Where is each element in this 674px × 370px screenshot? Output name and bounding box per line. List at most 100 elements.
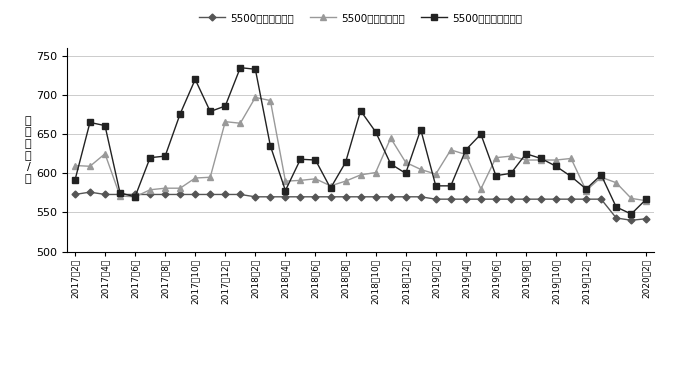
5500月度长协价格 <box>612 181 620 185</box>
5500市场煤月度均价 <box>221 104 229 108</box>
5500年度长协价格 <box>357 195 365 199</box>
5500月度长协价格 <box>221 120 229 124</box>
5500年度长协价格 <box>311 195 319 199</box>
5500月度长协价格 <box>432 172 440 176</box>
5500年度长协价格 <box>537 197 545 201</box>
5500市场煤月度均价 <box>131 195 139 199</box>
5500年度长协价格 <box>221 192 229 197</box>
5500年度长协价格 <box>71 192 79 197</box>
5500年度长协价格 <box>612 216 620 220</box>
5500年度长协价格 <box>342 195 350 199</box>
5500月度长协价格 <box>342 179 350 184</box>
5500年度长协价格 <box>462 197 470 201</box>
5500年度长协价格 <box>582 197 590 201</box>
5500市场煤月度均价 <box>567 174 575 179</box>
5500年度长协价格 <box>161 192 169 197</box>
5500年度长协价格 <box>402 195 410 199</box>
5500月度长协价格 <box>131 195 139 199</box>
5500年度长协价格 <box>371 195 379 199</box>
5500月度长协价格 <box>266 98 274 103</box>
5500年度长协价格 <box>507 197 515 201</box>
5500月度长协价格 <box>101 152 109 156</box>
5500市场煤月度均价 <box>642 197 650 201</box>
5500月度长协价格 <box>642 198 650 203</box>
5500年度长协价格 <box>101 192 109 197</box>
5500月度长协价格 <box>71 163 79 168</box>
5500市场煤月度均价 <box>507 171 515 175</box>
5500年度长协价格 <box>297 195 305 199</box>
5500市场煤月度均价 <box>627 212 636 216</box>
5500市场煤月度均价 <box>237 65 245 70</box>
Y-axis label: 单
位
：
元
/
吨: 单 位 ： 元 / 吨 <box>24 116 31 184</box>
5500年度长协价格 <box>567 197 575 201</box>
5500市场煤月度均价 <box>522 152 530 156</box>
5500月度长协价格 <box>507 154 515 158</box>
5500月度长协价格 <box>567 156 575 161</box>
5500月度长协价格 <box>627 196 636 201</box>
5500月度长协价格 <box>582 188 590 193</box>
5500月度长协价格 <box>237 121 245 125</box>
5500年度长协价格 <box>206 192 214 197</box>
5500市场煤月度均价 <box>86 120 94 125</box>
5500月度长协价格 <box>161 186 169 191</box>
5500市场煤月度均价 <box>326 186 334 191</box>
5500市场煤月度均价 <box>552 164 560 168</box>
5500市场煤月度均价 <box>191 77 200 82</box>
5500市场煤月度均价 <box>402 171 410 175</box>
5500月度长协价格 <box>402 160 410 165</box>
5500月度长协价格 <box>326 184 334 188</box>
5500市场煤月度均价 <box>387 162 395 166</box>
5500年度长协价格 <box>131 192 139 197</box>
5500年度长协价格 <box>237 192 245 197</box>
Line: 5500月度长协价格: 5500月度长协价格 <box>72 95 649 204</box>
5500市场煤月度均价 <box>266 144 274 148</box>
5500市场煤月度均价 <box>477 132 485 137</box>
5500年度长协价格 <box>266 195 274 199</box>
5500月度长协价格 <box>597 175 605 179</box>
5500市场煤月度均价 <box>116 191 124 195</box>
5500市场煤月度均价 <box>161 154 169 158</box>
5500月度长协价格 <box>477 187 485 191</box>
5500月度长协价格 <box>357 173 365 177</box>
5500月度长协价格 <box>387 136 395 140</box>
5500市场煤月度均价 <box>281 188 289 193</box>
5500月度长协价格 <box>537 158 545 162</box>
5500月度长协价格 <box>116 194 124 198</box>
5500年度长协价格 <box>552 197 560 201</box>
5500年度长协价格 <box>477 197 485 201</box>
5500年度长协价格 <box>176 192 184 197</box>
5500市场煤月度均价 <box>417 127 425 132</box>
5500年度长协价格 <box>281 195 289 199</box>
5500月度长协价格 <box>176 186 184 191</box>
5500月度长协价格 <box>86 164 94 168</box>
5500年度长协价格 <box>432 197 440 201</box>
5500市场煤月度均价 <box>447 184 455 188</box>
5500月度长协价格 <box>522 158 530 162</box>
5500月度长协价格 <box>492 155 500 160</box>
5500市场煤月度均价 <box>582 187 590 191</box>
5500月度长协价格 <box>251 95 259 100</box>
5500市场煤月度均价 <box>492 174 500 178</box>
5500年度长协价格 <box>146 192 154 197</box>
5500市场煤月度均价 <box>537 156 545 161</box>
5500月度长协价格 <box>206 175 214 179</box>
5500年度长协价格 <box>86 190 94 194</box>
5500月度长协价格 <box>462 152 470 157</box>
5500年度长协价格 <box>387 195 395 199</box>
5500市场煤月度均价 <box>251 67 259 71</box>
5500年度长协价格 <box>522 197 530 201</box>
5500年度长协价格 <box>417 195 425 199</box>
5500市场煤月度均价 <box>206 109 214 114</box>
5500月度长协价格 <box>417 167 425 172</box>
5500市场煤月度均价 <box>101 123 109 128</box>
5500月度长协价格 <box>281 179 289 184</box>
5500市场煤月度均价 <box>612 205 620 209</box>
5500年度长协价格 <box>116 192 124 197</box>
5500市场煤月度均价 <box>432 184 440 188</box>
5500年度长协价格 <box>191 192 200 197</box>
Line: 5500年度长协价格: 5500年度长协价格 <box>73 190 648 223</box>
5500市场煤月度均价 <box>342 160 350 165</box>
5500市场煤月度均价 <box>597 173 605 177</box>
5500年度长协价格 <box>642 216 650 221</box>
Legend: 5500年度长协价格, 5500月度长协价格, 5500市场煤月度均价: 5500年度长协价格, 5500月度长协价格, 5500市场煤月度均价 <box>195 9 526 27</box>
